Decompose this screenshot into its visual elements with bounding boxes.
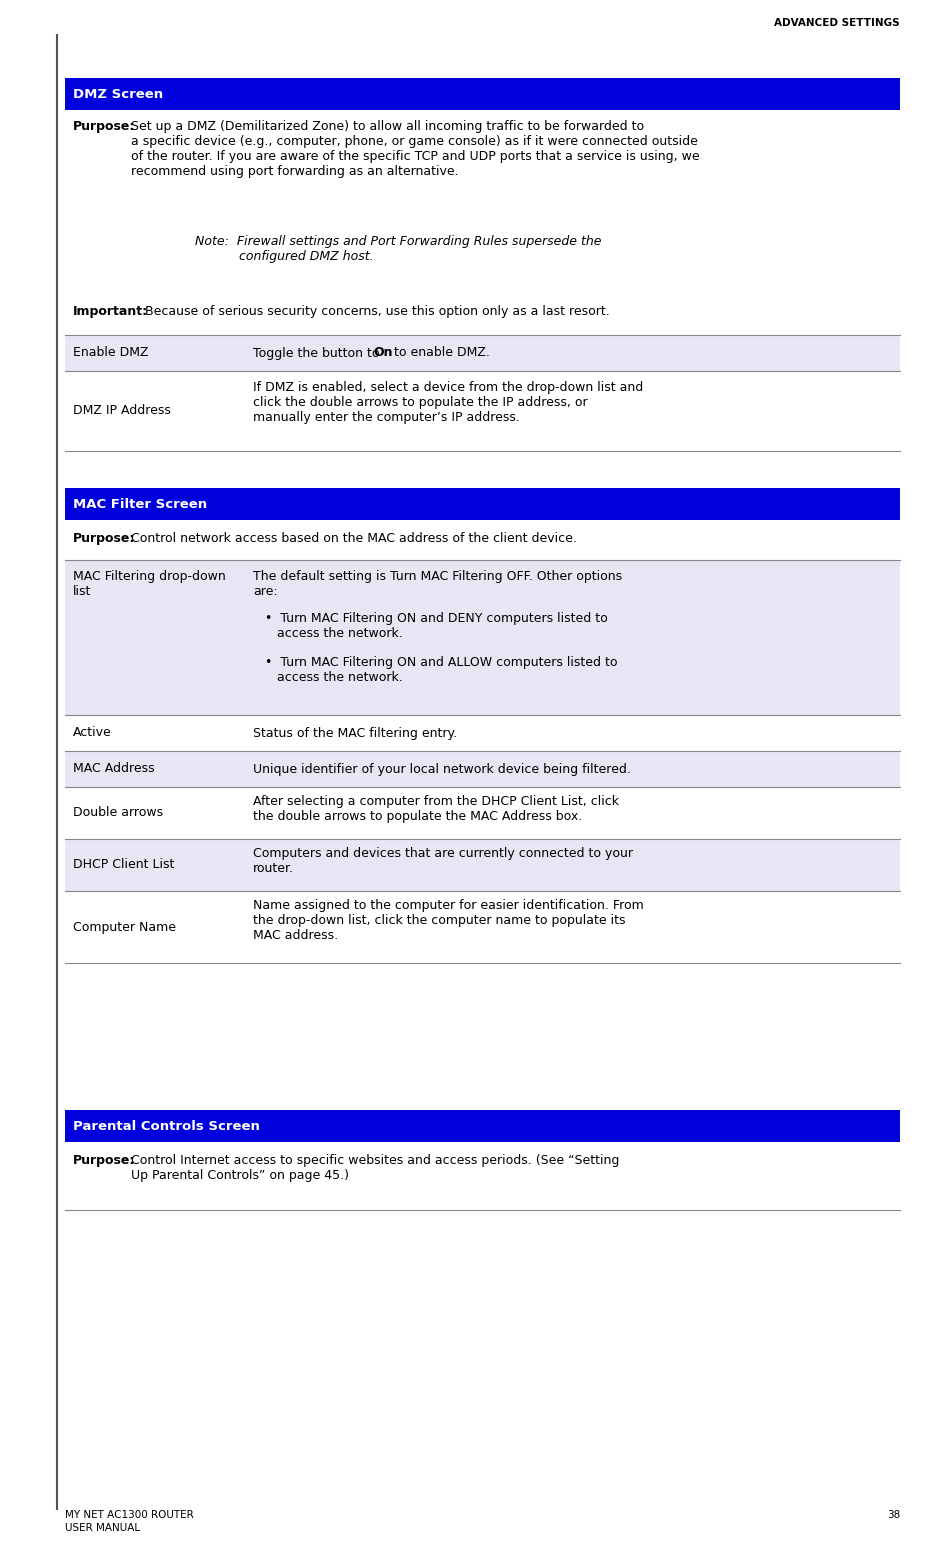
Text: Control network access based on the MAC address of the client device.: Control network access based on the MAC … [131,533,577,545]
Text: DMZ IP Address: DMZ IP Address [73,405,171,417]
Text: MAC Address: MAC Address [73,763,155,775]
Text: ADVANCED SETTINGS: ADVANCED SETTINGS [775,19,900,28]
FancyBboxPatch shape [65,838,900,891]
Text: After selecting a computer from the DHCP Client List, click
the double arrows to: After selecting a computer from the DHCP… [253,795,619,823]
Text: If DMZ is enabled, select a device from the drop-down list and
click the double : If DMZ is enabled, select a device from … [253,381,643,425]
Text: •  Turn MAC Filtering ON and DENY computers listed to
   access the network.: • Turn MAC Filtering ON and DENY compute… [265,611,608,641]
FancyBboxPatch shape [65,891,900,963]
Text: Control Internet access to specific websites and access periods. (See “Setting
U: Control Internet access to specific webs… [131,1153,620,1183]
Text: The default setting is Turn MAC Filtering OFF. Other options
are:: The default setting is Turn MAC Filterin… [253,570,623,598]
FancyBboxPatch shape [65,79,900,110]
FancyBboxPatch shape [65,560,900,715]
FancyBboxPatch shape [65,488,900,520]
FancyBboxPatch shape [65,335,900,371]
Text: 38: 38 [886,1510,900,1519]
FancyBboxPatch shape [65,787,900,838]
Text: Toggle the button to: Toggle the button to [253,346,383,360]
Text: Important:: Important: [73,306,148,318]
Text: to enable DMZ.: to enable DMZ. [390,346,490,360]
Text: On: On [373,346,393,360]
Text: Parental Controls Screen: Parental Controls Screen [73,1119,260,1132]
Text: Active: Active [73,727,112,740]
Text: DMZ Screen: DMZ Screen [73,88,163,100]
Text: Status of the MAC filtering entry.: Status of the MAC filtering entry. [253,727,457,740]
Text: Because of serious security concerns, use this option only as a last resort.: Because of serious security concerns, us… [145,306,609,318]
Text: Purpose:: Purpose: [73,120,135,133]
Text: MAC Filter Screen: MAC Filter Screen [73,497,208,511]
Text: Enable DMZ: Enable DMZ [73,346,148,360]
Text: DHCP Client List: DHCP Client List [73,858,175,871]
Text: •  Turn MAC Filtering ON and ALLOW computers listed to
   access the network.: • Turn MAC Filtering ON and ALLOW comput… [265,656,618,684]
Text: Double arrows: Double arrows [73,806,163,820]
Text: Computers and devices that are currently connected to your
router.: Computers and devices that are currently… [253,848,633,875]
Text: Purpose:: Purpose: [73,1153,135,1167]
FancyBboxPatch shape [65,371,900,451]
Text: Purpose:: Purpose: [73,533,135,545]
Text: MAC Filtering drop-down
list: MAC Filtering drop-down list [73,570,225,598]
Text: MY NET AC1300 ROUTER
USER MANUAL: MY NET AC1300 ROUTER USER MANUAL [65,1510,193,1533]
FancyBboxPatch shape [65,1110,900,1143]
Text: Unique identifier of your local network device being filtered.: Unique identifier of your local network … [253,763,631,775]
FancyBboxPatch shape [65,715,900,750]
Text: Note:  Firewall settings and Port Forwarding Rules supersede the
           conf: Note: Firewall settings and Port Forward… [195,235,602,262]
Text: Set up a DMZ (Demilitarized Zone) to allow all incoming traffic to be forwarded : Set up a DMZ (Demilitarized Zone) to all… [131,120,700,178]
FancyBboxPatch shape [65,750,900,787]
Text: Name assigned to the computer for easier identification. From
the drop-down list: Name assigned to the computer for easier… [253,899,644,942]
Text: Computer Name: Computer Name [73,920,176,934]
